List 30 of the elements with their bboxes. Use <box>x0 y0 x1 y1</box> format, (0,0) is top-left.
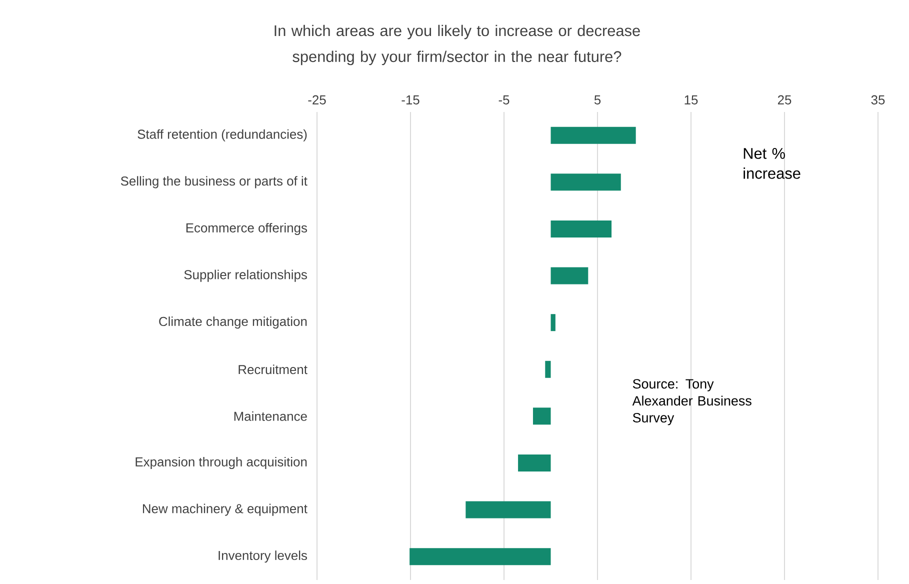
bar <box>532 408 551 425</box>
y-tick-label: Supplier relationships <box>184 270 307 282</box>
bar <box>550 267 588 284</box>
annotation: Source: Tony Alexander Business Survey <box>632 379 752 426</box>
y-tick-label: Selling the business or parts of it <box>120 176 308 188</box>
y-tick-label: Maintenance <box>234 411 307 421</box>
x-tick-label: 15 <box>684 95 698 104</box>
x-tick-label: -5 <box>498 95 510 104</box>
bar <box>466 501 551 518</box>
y-tick-label: Staff retention (redundancies) <box>138 129 307 142</box>
x-tick-label: 35 <box>871 95 885 104</box>
bar <box>550 220 612 238</box>
x-tick-label: 25 <box>778 95 792 104</box>
x-tick-label: -15 <box>402 95 420 104</box>
y-tick-label: Expansion through acquisition <box>136 456 307 470</box>
y-tick-label: Inventory levels <box>218 550 308 563</box>
y-tick-label: Recruitment <box>238 364 308 374</box>
chart-title: In which areas are you likely to increase or decrease spending by your firm/sector in the near future? <box>274 24 640 66</box>
bar <box>550 126 636 144</box>
bar <box>545 360 551 378</box>
bar <box>518 454 551 472</box>
annotation: Net % increase <box>744 148 800 179</box>
x-tick-label: -25 <box>308 95 326 104</box>
bar <box>550 314 556 332</box>
x-tick-label: 5 <box>594 95 601 104</box>
y-tick-label: Ecommerce offerings <box>186 222 308 236</box>
y-tick-label: Climate change mitigation <box>159 316 307 329</box>
bar <box>550 174 621 191</box>
y-tick-label: New machinery & equipment <box>142 504 308 516</box>
bar <box>410 548 551 566</box>
